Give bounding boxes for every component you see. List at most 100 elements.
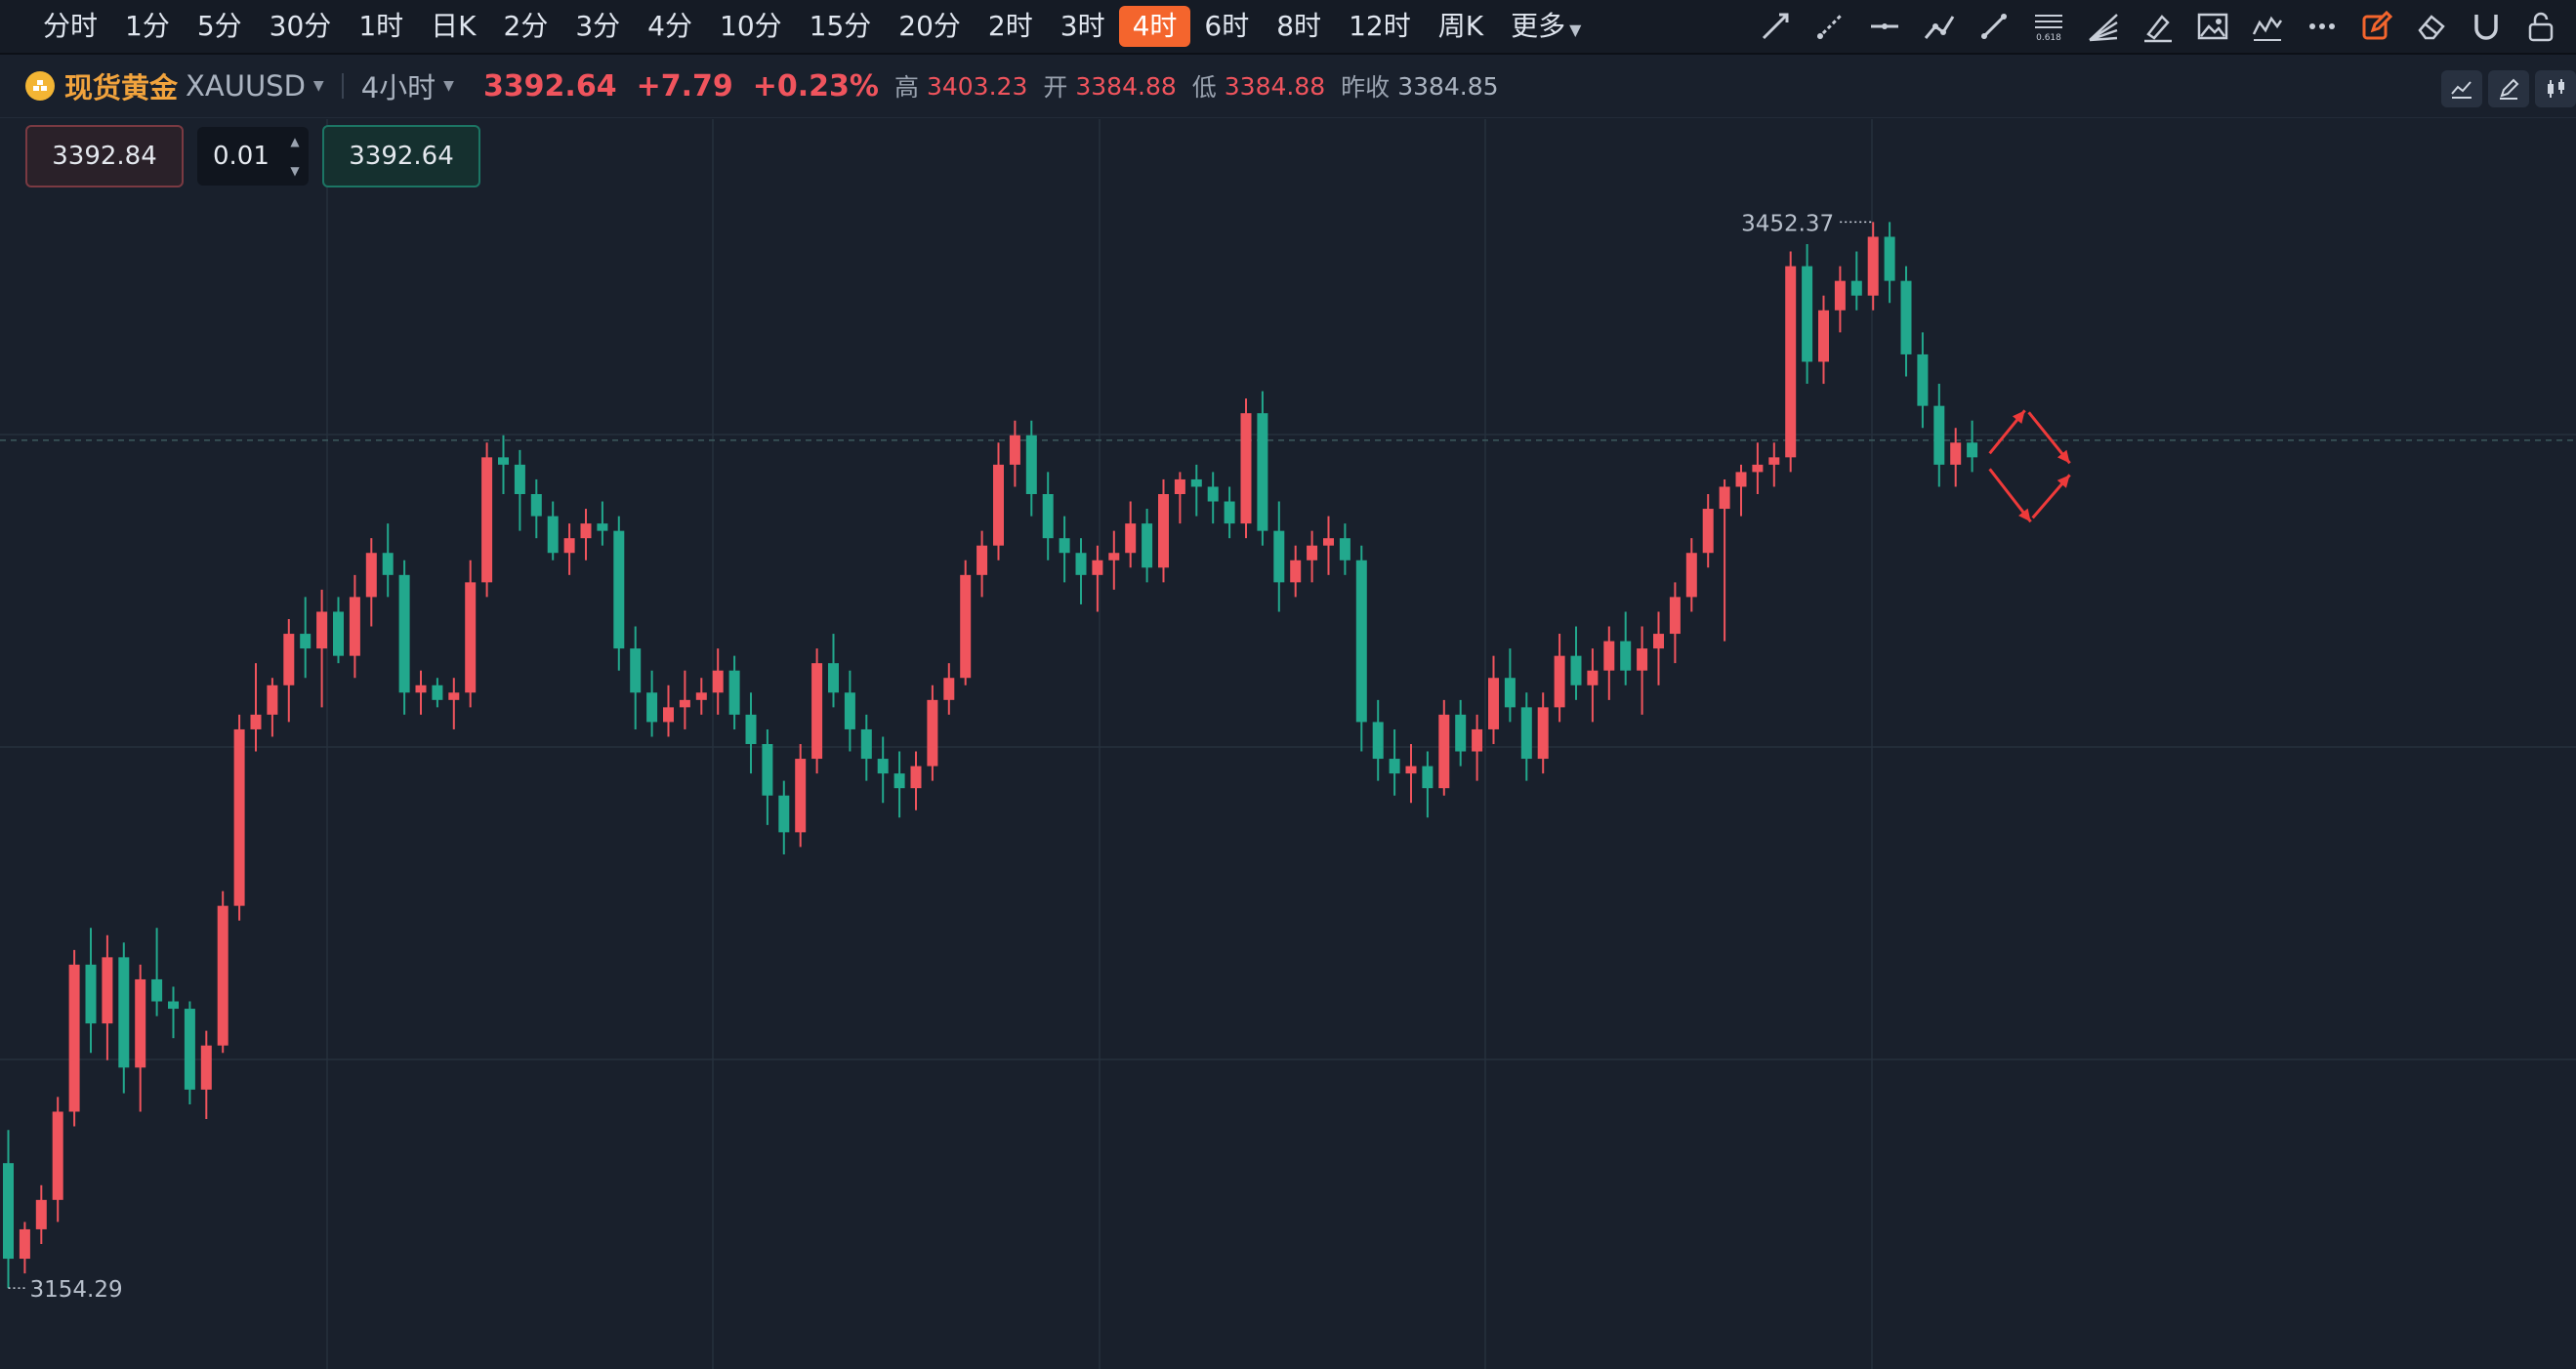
period-tab[interactable]: 周K — [1425, 6, 1497, 47]
period-tab-label: 10分 — [720, 10, 782, 42]
period-tab[interactable]: 4分 — [634, 6, 706, 47]
period-tab[interactable]: 2时 — [975, 6, 1047, 47]
candle-body — [597, 523, 608, 531]
symbol-name[interactable]: 现货黄金 — [64, 71, 179, 104]
candle-body — [432, 684, 443, 700]
segment-icon[interactable] — [1967, 0, 2021, 53]
period-tab[interactable]: 30分 — [256, 6, 346, 47]
period-tab[interactable]: 3时 — [1047, 6, 1119, 47]
candle-body — [1257, 413, 1268, 531]
candle-body — [728, 670, 740, 715]
candle-body — [448, 692, 460, 700]
period-tab[interactable]: 日K — [417, 6, 489, 47]
candle-body — [1290, 560, 1302, 583]
period-tab[interactable]: 12时 — [1335, 6, 1425, 47]
candle-body — [1917, 353, 1929, 406]
brush-icon[interactable] — [2131, 0, 2185, 53]
candle-body — [35, 1199, 47, 1229]
period-tab-label: 5分 — [196, 10, 242, 42]
quantity-stepper[interactable]: 0.01 ▲ ▼ — [197, 127, 309, 186]
candle-body — [1025, 435, 1037, 494]
candle-body — [1240, 413, 1252, 524]
candle-body — [1768, 457, 1780, 465]
candle-body — [993, 464, 1004, 546]
candle-body — [1850, 280, 1862, 296]
period-tab[interactable]: 4时 — [1118, 6, 1191, 47]
candle-body — [1554, 655, 1565, 708]
eraser-icon[interactable] — [2404, 0, 2459, 53]
period-tab[interactable]: 5分 — [184, 6, 256, 47]
candle-body — [630, 648, 642, 693]
period-tab-label: 4时 — [1132, 10, 1178, 42]
lock-icon[interactable] — [2514, 0, 2568, 53]
timeframe-dropdown-caret-icon[interactable]: ▼ — [443, 78, 454, 94]
symbol-dropdown-caret-icon[interactable]: ▼ — [312, 78, 324, 94]
candle-body — [893, 773, 905, 789]
candle-body — [415, 684, 427, 693]
candle-body — [1933, 405, 1945, 465]
period-tab-label: 日K — [431, 10, 477, 42]
period-tab[interactable]: 2分 — [490, 6, 562, 47]
candle-body — [943, 678, 955, 700]
candle-body — [795, 759, 807, 833]
candle-body — [762, 744, 773, 796]
period-tab[interactable]: 更多 ▼ — [1497, 6, 1595, 47]
min-price-label: 3154.29 — [30, 1277, 123, 1303]
wave-icon[interactable] — [2240, 0, 2295, 53]
period-tab[interactable]: 3分 — [561, 6, 634, 47]
candle-body — [85, 964, 97, 1024]
decrease-icon[interactable]: ▼ — [290, 164, 300, 178]
candle-body — [976, 545, 988, 575]
more-caret-icon: ▼ — [1569, 21, 1582, 39]
period-tab-label: 3时 — [1059, 10, 1105, 42]
candle-body — [860, 728, 872, 760]
pencil-icon[interactable] — [2488, 70, 2529, 107]
more-dots-icon[interactable] — [2295, 0, 2349, 53]
timeframe-selector[interactable]: 4小时 — [360, 71, 436, 104]
candle-body — [333, 611, 344, 656]
drawing-tools: 0.618 — [1748, 0, 2568, 53]
magnet-icon[interactable] — [2459, 0, 2514, 53]
fibonacci-icon[interactable]: 0.618 — [2021, 0, 2076, 53]
period-tab[interactable]: 8时 — [1263, 6, 1335, 47]
quantity-value[interactable]: 0.01 — [213, 142, 270, 171]
increase-icon[interactable]: ▲ — [290, 135, 300, 148]
candle-body — [1653, 634, 1664, 649]
period-tab-label: 1分 — [125, 10, 170, 42]
candle-body — [1190, 478, 1202, 487]
candle-style-icon[interactable] — [2535, 70, 2576, 107]
period-tab[interactable]: 20分 — [885, 6, 975, 47]
period-tab[interactable]: 6时 — [1190, 6, 1263, 47]
ray-line-icon[interactable] — [1803, 0, 1857, 53]
candle-body — [118, 957, 130, 1068]
period-tab[interactable]: 分时 — [29, 6, 111, 47]
fib-label: 0.618 — [2036, 33, 2061, 43]
candle-body — [563, 538, 575, 554]
period-tab[interactable]: 1时 — [345, 6, 417, 47]
symbol-code[interactable]: XAUUSD — [186, 69, 306, 103]
candle-body — [1802, 266, 1813, 362]
period-tab[interactable]: 15分 — [796, 6, 886, 47]
candle-body — [1702, 509, 1714, 554]
trend-line-icon[interactable] — [1748, 0, 1803, 53]
sell-price-button[interactable]: 3392.84 — [25, 125, 184, 187]
period-tab-label: 8时 — [1276, 10, 1322, 42]
divider — [341, 73, 344, 99]
high-value: 3403.23 — [926, 71, 1028, 101]
candle-body — [1174, 478, 1185, 494]
candle-body — [514, 464, 525, 494]
period-tab[interactable]: 10分 — [706, 6, 796, 47]
buy-price-button[interactable]: 3392.64 — [322, 125, 480, 187]
horizontal-line-icon[interactable] — [1857, 0, 1912, 53]
indicator-icon[interactable] — [2441, 70, 2482, 107]
polyline-icon[interactable] — [1912, 0, 1967, 53]
fan-icon[interactable] — [2076, 0, 2131, 53]
period-tab[interactable]: 1分 — [111, 6, 184, 47]
candle-body — [233, 728, 245, 906]
period-tabs: 分时 1分 5分 30分 1时 日K 2分 3分 4分 10分 15分 20分 2时 3时 4时 6时 8时 12… — [0, 0, 1595, 53]
image-icon[interactable] — [2185, 0, 2240, 53]
edit-drawing-icon[interactable] — [2349, 0, 2404, 53]
open-value: 3384.88 — [1075, 71, 1177, 101]
candle-body — [1142, 523, 1153, 568]
